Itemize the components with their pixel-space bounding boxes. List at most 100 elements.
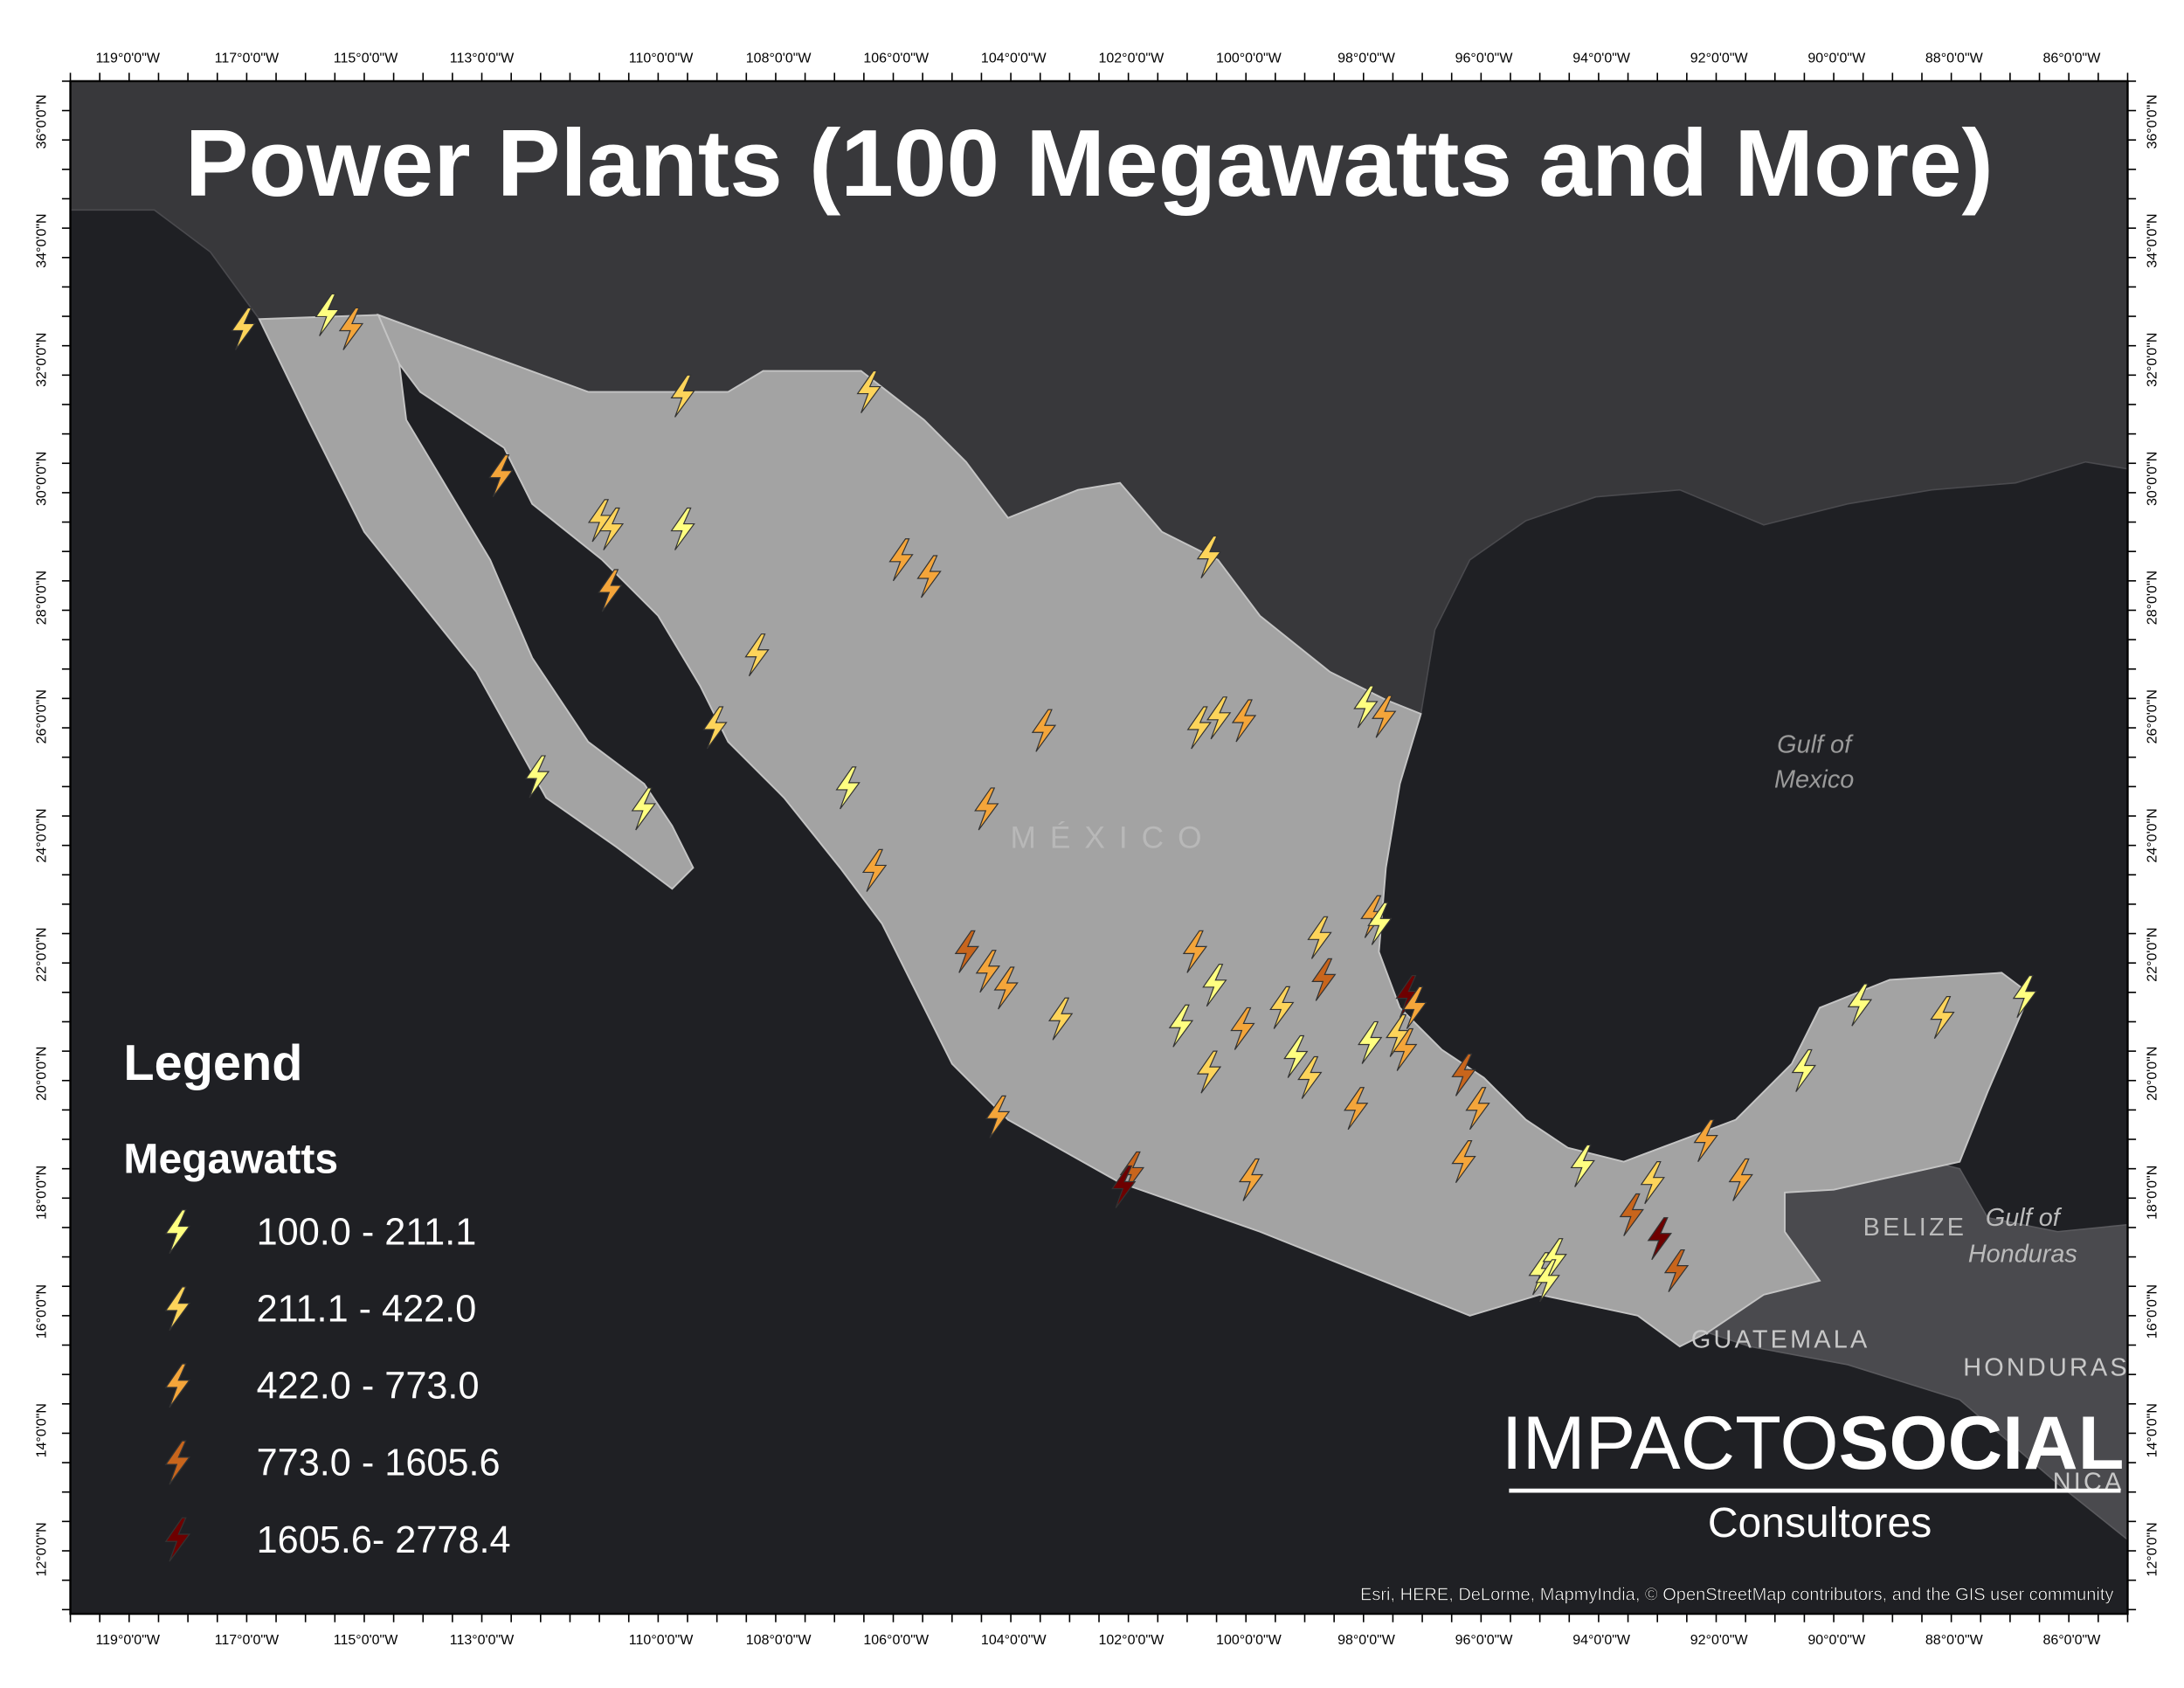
power-plant (1047, 997, 1074, 1041)
longitude-label: 90°0'0"W (1807, 52, 1866, 66)
power-plant (1535, 1259, 1560, 1303)
longitude-label: 98°0'0"W (1337, 1633, 1396, 1648)
power-plant (954, 930, 980, 973)
power-plant (744, 633, 770, 677)
longitude-label: 117°0'0"W (215, 52, 280, 66)
power-plant (985, 1095, 1011, 1138)
power-plant (1344, 1087, 1369, 1131)
longitude-label: 117°0'0"W (215, 1633, 280, 1648)
longitude-label: 86°0'0"W (2042, 1633, 2101, 1648)
legend-symbol (164, 1286, 191, 1332)
power-plant (1031, 709, 1057, 752)
power-plant (1465, 1087, 1490, 1131)
longitude-label: 100°0'0"W (1216, 52, 1282, 66)
power-plant (598, 569, 623, 612)
power-plant (1372, 695, 1397, 738)
longitude-label: 92°0'0"W (1690, 1633, 1749, 1648)
place-label: MÉXICO (1010, 821, 1215, 855)
power-plant (1238, 1158, 1264, 1201)
legend-label: 1605.6- 2778.4 (257, 1519, 511, 1561)
power-plant (1297, 1055, 1323, 1099)
longitude-label: 108°0'0"W (746, 1633, 812, 1648)
latitude-label: 32°0'0"N (35, 333, 50, 387)
longitude-label: 102°0'0"W (1098, 52, 1165, 66)
latitude-label: 16°0'0"N (2146, 1284, 2160, 1339)
longitude-label: 113°0'0"W (450, 52, 515, 66)
longitude-label: 104°0'0"W (981, 1633, 1047, 1648)
legend-symbol (164, 1363, 191, 1408)
longitude-label: 110°0'0"W (629, 52, 694, 66)
longitude-label: 96°0'0"W (1455, 52, 1514, 66)
power-plant (1307, 916, 1332, 959)
latitude-label: 18°0'0"N (35, 1166, 50, 1220)
power-plant (1791, 1048, 1817, 1092)
longitude-label: 108°0'0"W (746, 52, 812, 66)
latitude-label: 12°0'0"N (2146, 1522, 2160, 1576)
power-plant (231, 307, 256, 350)
power-plant (1182, 930, 1208, 973)
power-plant (835, 766, 860, 810)
power-plant (1311, 958, 1337, 1001)
place-label: Gulf of (1777, 730, 1854, 758)
longitude-label: 113°0'0"W (450, 1633, 515, 1648)
place-label: HONDURAS (1963, 1353, 2130, 1381)
power-plant (1111, 1165, 1137, 1208)
longitude-label: 104°0'0"W (981, 52, 1047, 66)
power-plant (1619, 1193, 1644, 1236)
longitude-label: 94°0'0"W (1572, 52, 1631, 66)
legend-label: 211.1 - 422.0 (257, 1288, 477, 1330)
power-plant (974, 787, 999, 831)
power-plant (1231, 699, 1257, 743)
logo-tagline: Consultores (1708, 1500, 1932, 1546)
logo-light: IMPACTO (1502, 1401, 1839, 1485)
latitude-label: 14°0'0"N (2146, 1403, 2160, 1457)
power-plant (524, 755, 550, 799)
latitude-label: 22°0'0"N (2146, 927, 2160, 981)
longitude-label: 102°0'0"W (1098, 1633, 1165, 1648)
latitude-label: 36°0'0"N (35, 94, 50, 149)
longitude-label: 86°0'0"W (2042, 52, 2101, 66)
baja-california (258, 314, 695, 890)
power-plant (861, 848, 888, 892)
power-plant (1196, 535, 1222, 578)
latitude-label: 34°0'0"N (35, 213, 50, 267)
power-plant (916, 555, 942, 598)
power-plant (1367, 902, 1393, 945)
mexico-mainland (377, 313, 2031, 1348)
power-plant (888, 538, 914, 582)
legend-label: 773.0 - 1605.6 (257, 1442, 501, 1484)
legend-symbol (164, 1209, 191, 1255)
longitude-label: 106°0'0"W (863, 52, 930, 66)
legend-label: 422.0 - 773.0 (257, 1366, 480, 1408)
power-plant (1353, 685, 1379, 729)
longitude-label: 119°0'0"W (95, 52, 160, 66)
power-plant (2012, 974, 2038, 1019)
latitude-label: 36°0'0"N (2146, 94, 2160, 149)
longitude-label: 88°0'0"W (1925, 1633, 1984, 1648)
power-plant (1930, 996, 1955, 1040)
power-plant (631, 787, 656, 831)
longitude-label: 100°0'0"W (1216, 1633, 1282, 1648)
latitude-label: 14°0'0"N (35, 1403, 50, 1457)
latitude-label: 22°0'0"N (35, 927, 50, 981)
place-label: Mexico (1774, 766, 1854, 794)
latitude-label: 26°0'0"N (35, 689, 50, 744)
map-title: Power Plants (100 Megawatts and More) (185, 110, 1994, 217)
power-plant (1283, 1034, 1309, 1078)
longitude-label: 106°0'0"W (863, 1633, 930, 1648)
latitude-label: 26°0'0"N (2146, 689, 2160, 744)
latitude-label: 12°0'0"N (35, 1522, 50, 1576)
legend-symbol (164, 1440, 191, 1485)
logo-bold: SOCIAL (1839, 1401, 2125, 1485)
power-plant (1186, 706, 1212, 750)
longitude-label: 92°0'0"W (1690, 52, 1749, 66)
power-plant (1647, 1217, 1673, 1261)
longitude-label: 90°0'0"W (1807, 1633, 1866, 1648)
latitude-label: 28°0'0"N (35, 571, 50, 625)
power-plant (598, 507, 625, 550)
power-plant (1402, 986, 1427, 1029)
place-label: BELIZE (1863, 1214, 1967, 1242)
power-plant (975, 950, 1001, 993)
power-plant (1202, 964, 1227, 1007)
